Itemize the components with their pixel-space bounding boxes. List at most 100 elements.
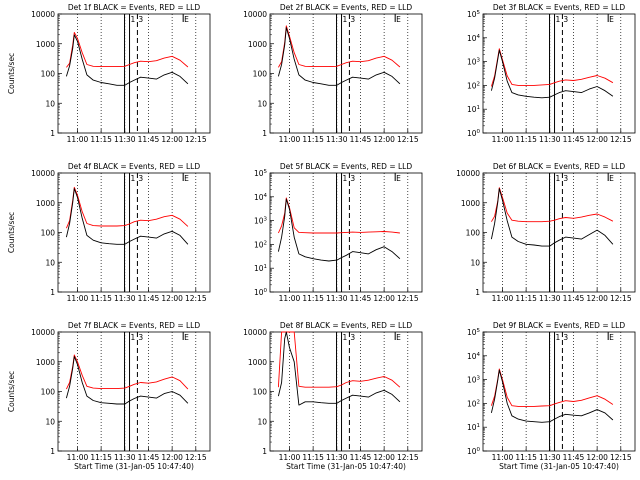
marker-label: E xyxy=(609,333,614,342)
x-tick-label: 12:00 xyxy=(373,453,395,462)
x-tick-label: 12:00 xyxy=(161,135,183,144)
x-tick-label: 11:30 xyxy=(539,135,561,144)
x-tick-label: 11:15 xyxy=(302,453,324,462)
plot-frame xyxy=(57,13,211,134)
y-tick-label: 103 xyxy=(467,58,481,67)
x-tick-label: 12:15 xyxy=(397,135,419,144)
marker-label: 3 xyxy=(138,15,143,24)
marker-label: 3 xyxy=(138,333,143,342)
marker-label: 1 xyxy=(343,333,348,342)
x-tick-label: 11:30 xyxy=(114,135,136,144)
series-line-black xyxy=(490,49,614,99)
plot-frame xyxy=(482,172,636,293)
y-tick-label: 10000 xyxy=(456,169,480,178)
x-tick-label: 12:00 xyxy=(161,294,183,303)
x-tick-label: 11:45 xyxy=(138,135,160,144)
plot-frame xyxy=(482,331,636,452)
marker-label: 3 xyxy=(350,174,355,183)
x-tick-label: 12:15 xyxy=(185,294,207,303)
y-tick-label: 10 xyxy=(257,417,267,426)
marker-label: 3 xyxy=(563,333,568,342)
series-line-red xyxy=(65,354,189,390)
y-tick-label: 1000 xyxy=(36,199,55,208)
plot-frame xyxy=(269,331,423,452)
y-tick-label: 100 xyxy=(253,70,268,79)
y-tick-label: 100 xyxy=(467,129,481,138)
series-line-red xyxy=(65,186,189,229)
marker-label: E xyxy=(396,15,401,24)
x-tick-label: 11:30 xyxy=(539,294,561,303)
y-tick-label: 104 xyxy=(467,352,481,361)
marker-label: E xyxy=(396,174,401,183)
y-tick-label: 105 xyxy=(467,328,481,337)
marker-label: E xyxy=(184,174,189,183)
y-tick-label: 105 xyxy=(254,169,268,178)
marker-label: E xyxy=(396,333,401,342)
y-tick-label: 10 xyxy=(470,258,480,267)
series-line-black xyxy=(277,331,401,406)
x-tick-label: 11:00 xyxy=(492,294,514,303)
y-tick-label: 1000 xyxy=(248,40,267,49)
y-tick-label: 1 xyxy=(50,129,55,138)
series-line-black xyxy=(277,198,401,262)
x-tick-label: 12:00 xyxy=(373,294,395,303)
plot-frame xyxy=(57,331,211,452)
y-tick-label: 101 xyxy=(467,423,480,432)
x-tick-label: 11:45 xyxy=(138,294,160,303)
x-tick-label: 12:00 xyxy=(373,135,395,144)
y-tick-label: 100 xyxy=(466,229,481,238)
x-tick-label: 11:45 xyxy=(138,453,160,462)
y-tick-label: 102 xyxy=(467,81,480,90)
x-tick-label: 12:15 xyxy=(397,453,419,462)
y-tick-label: 1000 xyxy=(36,358,55,367)
x-tick-label: 11:00 xyxy=(279,135,301,144)
y-tick-label: 101 xyxy=(254,264,267,273)
marker-label: 1 xyxy=(131,174,136,183)
x-tick-label: 12:00 xyxy=(586,294,608,303)
x-tick-label: 12:15 xyxy=(610,453,632,462)
x-tick-label: 11:45 xyxy=(563,135,585,144)
x-tick-label: 11:15 xyxy=(90,135,112,144)
series-line-red xyxy=(490,368,614,407)
y-tick-label: 10000 xyxy=(243,10,267,19)
series-line-red xyxy=(490,48,614,87)
y-axis-label: Counts/sec xyxy=(7,371,16,412)
series-line-red xyxy=(491,187,614,223)
series-line-black xyxy=(65,188,189,245)
x-tick-label: 12:00 xyxy=(161,453,183,462)
plot-frame xyxy=(269,172,423,293)
y-tick-label: 100 xyxy=(41,229,56,238)
y-tick-label: 1 xyxy=(50,447,55,456)
x-tick-label: 12:00 xyxy=(586,135,608,144)
panel-title: Det 2f BLACK = Events, RED = LLD xyxy=(280,3,413,12)
y-tick-label: 105 xyxy=(467,10,481,19)
marker-label: 1 xyxy=(343,174,348,183)
x-tick-label: 11:45 xyxy=(350,135,372,144)
y-tick-label: 1000 xyxy=(461,199,480,208)
x-tick-label: 11:30 xyxy=(114,453,136,462)
series-line-red xyxy=(278,25,401,68)
y-tick-label: 103 xyxy=(254,217,268,226)
y-tick-label: 10 xyxy=(45,258,55,267)
y-tick-label: 102 xyxy=(467,399,480,408)
y-tick-label: 1000 xyxy=(36,40,55,49)
x-axis-label: Start Time (31-Jan-05 10:47:40) xyxy=(286,462,406,471)
y-tick-label: 100 xyxy=(41,388,56,397)
y-tick-label: 10 xyxy=(45,99,55,108)
series-line-red xyxy=(66,31,189,68)
x-tick-label: 11:45 xyxy=(350,294,372,303)
x-tick-label: 11:15 xyxy=(515,294,537,303)
y-axis-label: Counts/sec xyxy=(7,212,16,253)
x-tick-label: 11:00 xyxy=(279,453,301,462)
x-tick-label: 11:00 xyxy=(67,453,89,462)
y-tick-label: 10000 xyxy=(243,328,267,337)
y-tick-label: 1 xyxy=(262,447,267,456)
x-tick-label: 11:15 xyxy=(515,135,537,144)
panel-title: Det 1f BLACK = Events, RED = LLD xyxy=(68,3,201,12)
